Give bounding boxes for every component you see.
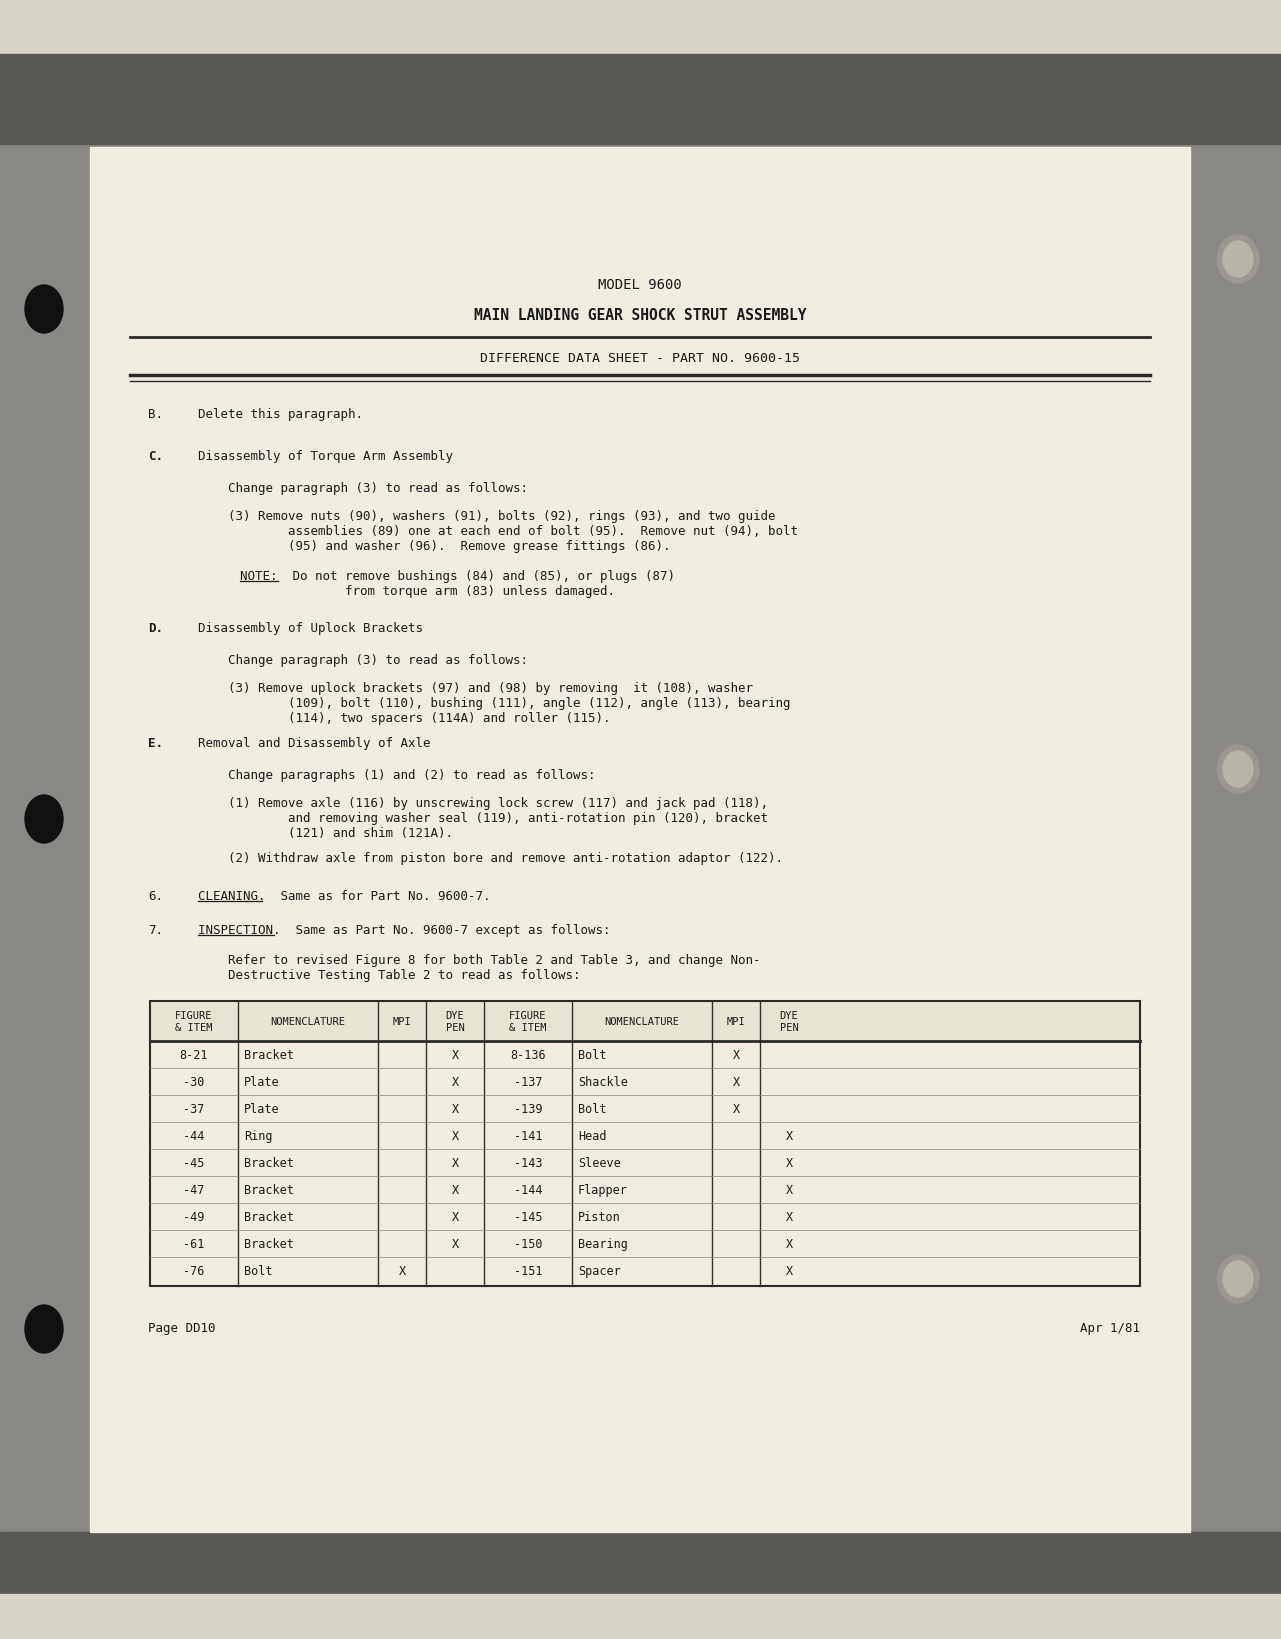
Ellipse shape [26,795,63,844]
Text: -76: -76 [183,1264,205,1277]
Text: FIGURE
& ITEM: FIGURE & ITEM [510,1011,547,1033]
Text: E.: E. [149,736,163,749]
Text: -145: -145 [514,1210,542,1223]
Bar [90,148,1190,1532]
Text: B.: B. [149,408,163,421]
Text: Change paragraph (3) to read as follows:: Change paragraph (3) to read as follows: [228,654,528,667]
Text: MPI: MPI [392,1016,411,1026]
Bar [0,1532,1281,1595]
Text: 7.: 7. [149,923,163,936]
Text: X: X [451,1049,459,1062]
Bar [1190,148,1281,1532]
Text: Change paragraph (3) to read as follows:: Change paragraph (3) to read as follows: [228,482,528,495]
Text: -137: -137 [514,1075,542,1088]
Text: Bracket: Bracket [243,1210,293,1223]
Text: X: X [733,1103,739,1115]
Text: -45: -45 [183,1155,205,1169]
Text: Removal and Disassembly of Axle: Removal and Disassembly of Axle [199,736,430,749]
Text: Bracket: Bracket [243,1237,293,1251]
Text: (1) Remove axle (116) by unscrewing lock screw (117) and jack pad (118),
       : (1) Remove axle (116) by unscrewing lock… [228,797,769,839]
Text: X: X [451,1129,459,1142]
Bar [150,1001,1140,1041]
Text: X: X [733,1049,739,1062]
Bar [0,56,1281,144]
Ellipse shape [1217,236,1259,284]
Text: Change paragraphs (1) and (2) to read as follows:: Change paragraphs (1) and (2) to read as… [228,769,596,782]
Text: -49: -49 [183,1210,205,1223]
Text: -139: -139 [514,1103,542,1115]
Text: MODEL 9600: MODEL 9600 [598,279,681,292]
Text: MAIN LANDING GEAR SHOCK STRUT ASSEMBLY: MAIN LANDING GEAR SHOCK STRUT ASSEMBLY [474,308,806,323]
Text: Ring: Ring [243,1129,273,1142]
Text: NOTE:  Do not remove bushings (84) and (85), or plugs (87)
              from to: NOTE: Do not remove bushings (84) and (8… [240,570,675,598]
Text: -150: -150 [514,1237,542,1251]
Text: DYE
PEN: DYE PEN [446,1011,465,1033]
Text: Sleeve: Sleeve [578,1155,621,1169]
Text: -151: -151 [514,1264,542,1277]
Text: Head: Head [578,1129,606,1142]
Text: NOMENCLATURE: NOMENCLATURE [605,1016,679,1026]
Text: (3) Remove nuts (90), washers (91), bolts (92), rings (93), and two guide
      : (3) Remove nuts (90), washers (91), bolt… [228,510,798,552]
Text: -30: -30 [183,1075,205,1088]
Text: Plate: Plate [243,1103,279,1115]
Text: Apr 1/81: Apr 1/81 [1080,1321,1140,1334]
Text: -47: -47 [183,1183,205,1196]
Ellipse shape [1217,746,1259,793]
Text: Flapper: Flapper [578,1183,628,1196]
Text: -143: -143 [514,1155,542,1169]
Text: 8-21: 8-21 [179,1049,209,1062]
Ellipse shape [1223,1262,1253,1296]
Bar [150,1001,1140,1287]
Text: Plate: Plate [243,1075,279,1088]
Text: 6.: 6. [149,890,163,903]
Text: Piston: Piston [578,1210,621,1223]
Text: CLEANING.  Same as for Part No. 9600-7.: CLEANING. Same as for Part No. 9600-7. [199,890,491,903]
Text: Bracket: Bracket [243,1183,293,1196]
Text: Spacer: Spacer [578,1264,621,1277]
Text: X: X [451,1183,459,1196]
Text: DYE
PEN: DYE PEN [780,1011,798,1033]
Ellipse shape [26,285,63,334]
Bar [0,1595,1281,1639]
Text: NOMENCLATURE: NOMENCLATURE [270,1016,346,1026]
Text: X: X [451,1103,459,1115]
Text: -61: -61 [183,1237,205,1251]
Text: Bracket: Bracket [243,1155,293,1169]
Text: INSPECTION.  Same as Part No. 9600-7 except as follows:: INSPECTION. Same as Part No. 9600-7 exce… [199,923,611,936]
Text: X: X [785,1129,793,1142]
Text: Bracket: Bracket [243,1049,293,1062]
Text: Disassembly of Torque Arm Assembly: Disassembly of Torque Arm Assembly [199,449,453,462]
Text: Bearing: Bearing [578,1237,628,1251]
Text: X: X [785,1237,793,1251]
Ellipse shape [1217,1255,1259,1303]
Text: -37: -37 [183,1103,205,1115]
Text: X: X [451,1237,459,1251]
Text: -44: -44 [183,1129,205,1142]
Text: -141: -141 [514,1129,542,1142]
Text: Refer to revised Figure 8 for both Table 2 and Table 3, and change Non-
Destruct: Refer to revised Figure 8 for both Table… [228,954,761,982]
Text: -144: -144 [514,1183,542,1196]
Text: X: X [785,1264,793,1277]
Text: Bolt: Bolt [578,1049,606,1062]
Text: Page DD10: Page DD10 [149,1321,215,1334]
Text: X: X [398,1264,406,1277]
Text: Shackle: Shackle [578,1075,628,1088]
Text: DIFFERENCE DATA SHEET - PART NO. 9600-15: DIFFERENCE DATA SHEET - PART NO. 9600-15 [480,351,801,364]
Text: X: X [451,1075,459,1088]
Text: 8-136: 8-136 [510,1049,546,1062]
Text: Bolt: Bolt [243,1264,273,1277]
Text: D.: D. [149,621,163,634]
Text: C.: C. [149,449,163,462]
Text: X: X [785,1210,793,1223]
Text: X: X [785,1155,793,1169]
Text: X: X [451,1155,459,1169]
Text: FIGURE
& ITEM: FIGURE & ITEM [175,1011,213,1033]
Text: X: X [733,1075,739,1088]
Text: Disassembly of Uplock Brackets: Disassembly of Uplock Brackets [199,621,423,634]
Text: X: X [451,1210,459,1223]
Ellipse shape [1223,752,1253,787]
Text: (3) Remove uplock brackets (97) and (98) by removing  it (108), washer
        (: (3) Remove uplock brackets (97) and (98)… [228,682,790,724]
Bar [0,148,90,1532]
Text: (2) Withdraw axle from piston bore and remove anti-rotation adaptor (122).: (2) Withdraw axle from piston bore and r… [228,852,783,864]
Ellipse shape [1223,243,1253,279]
